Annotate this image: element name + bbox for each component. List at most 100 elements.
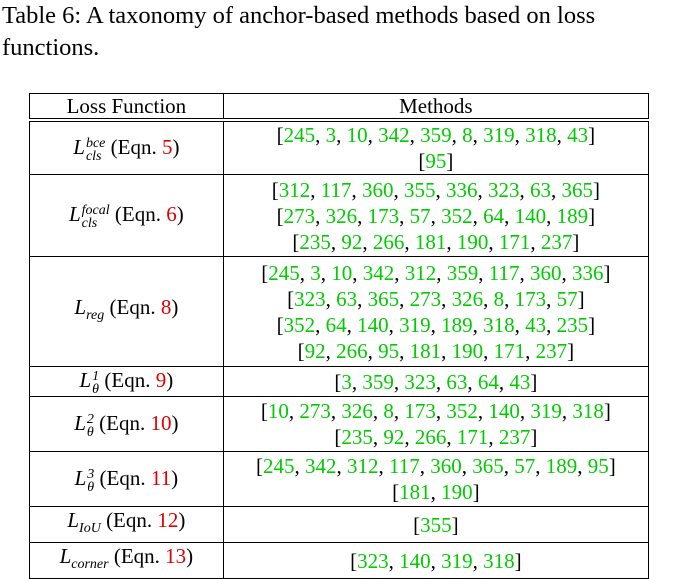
loss-function-cell: Lreg (Eqn. 8)	[29, 256, 224, 367]
loss-symbol-sub: IoU	[79, 521, 101, 537]
citation-ref-link: 10	[267, 399, 289, 423]
citation-ref-link: 3	[341, 369, 352, 394]
loss-symbol-sub: θ	[92, 382, 100, 397]
citation-ref-link: 355	[403, 177, 436, 202]
citation-ref-link: 323	[294, 286, 326, 311]
citation-ref-link: 95	[587, 454, 609, 478]
citation-ref-link: 189	[545, 454, 578, 478]
loss-symbol-scripts: bce cls	[85, 135, 106, 163]
eqn-suffix: )	[176, 202, 184, 226]
citation-line: [235, 92, 266, 171, 237]	[334, 425, 538, 449]
citation-ref-link: 245	[283, 123, 316, 147]
citation-ref-link: 117	[389, 454, 420, 478]
citation-ref-link: 312	[404, 260, 437, 285]
table-caption: Table 6: A taxonomy of anchor-based meth…	[2, 2, 596, 61]
loss-symbol-base: L	[74, 410, 86, 435]
loss-symbol-sup: focal	[81, 203, 110, 218]
citation-ref-link: 92	[341, 229, 363, 254]
loss-symbol: Lcorner	[59, 544, 109, 572]
citation-ref-link: 352	[283, 312, 316, 337]
citation-line: [352, 64, 140, 319, 189, 318, 43, 235]	[276, 312, 596, 337]
citation-ref-link: 237	[535, 338, 568, 363]
citation-ref-link: 189	[441, 312, 473, 337]
citation-ref-link: 57	[409, 203, 431, 228]
loss-function-cell: LIoU (Eqn. 12)	[29, 505, 224, 544]
citation-line: [355]	[413, 512, 459, 537]
citation-ref-link: 3	[310, 260, 321, 285]
citation-ref-link: 171	[493, 338, 526, 363]
citation-ref-link: 319	[399, 312, 431, 337]
methods-cell: [10, 273, 326, 8, 173, 352, 140, 319, 31…	[222, 396, 650, 452]
loss-symbol-base: L	[73, 134, 85, 159]
citation-line: [273, 326, 173, 57, 352, 64, 140, 189]	[276, 203, 596, 228]
eqn-prefix: (Eqn.	[106, 508, 158, 532]
eqn-suffix: )	[171, 294, 179, 319]
eqn-prefix: (Eqn.	[99, 410, 151, 435]
citation-ref-link: 63	[529, 177, 551, 202]
citation-ref-link: 190	[456, 229, 489, 254]
loss-symbol-sub: θ	[86, 424, 94, 440]
citation-line: [10, 273, 326, 8, 173, 352, 140, 319, 31…	[260, 399, 611, 423]
citation-ref-link: 312	[278, 177, 311, 202]
citation-ref-link: 365	[367, 286, 400, 311]
table-row: Lreg (Eqn. 8) [245, 3, 10, 342, 312, 359,…	[29, 256, 650, 367]
header-row: Loss Function Methods	[29, 93, 650, 121]
citation-ref-link: 273	[409, 286, 442, 311]
methods-cell: [245, 3, 10, 342, 359, 8, 319, 318, 43][…	[222, 118, 650, 175]
citation-line: [245, 3, 10, 342, 359, 8, 319, 318, 43]	[276, 123, 596, 147]
eqn-suffix: )	[178, 508, 186, 532]
citation-ref-link: 273	[299, 399, 331, 423]
citation-line: [323, 63, 365, 273, 326, 8, 173, 57]	[287, 286, 585, 311]
loss-symbol-scripts: focal cls	[81, 203, 110, 231]
loss-symbol-base: L	[67, 508, 80, 532]
loss-symbol-sub: cls	[81, 216, 98, 231]
methods-cell: [3, 359, 323, 63, 64, 43]	[222, 366, 650, 397]
methods-cell: [355]	[222, 505, 650, 544]
loss-symbol-base: L	[59, 544, 72, 569]
citation-ref-link: 352	[446, 399, 478, 423]
citation-ref-link: 342	[305, 454, 337, 478]
citation-line: [235, 92, 266, 181, 190, 171, 237]	[292, 229, 580, 254]
citation-ref-link: 365	[561, 177, 593, 202]
eqn-suffix: )	[171, 410, 179, 435]
citation-ref-link: 10	[331, 260, 353, 285]
citation-ref-link: 235	[299, 229, 331, 254]
eqn-ref-link: 9	[155, 368, 167, 392]
citation-ref-link: 318	[572, 399, 604, 423]
citation-ref-link: 235	[341, 425, 373, 449]
citation-ref-link: 237	[498, 425, 531, 449]
methods-cell: [312, 117, 360, 355, 336, 323, 63, 365][…	[222, 174, 650, 257]
citation-ref-link: 245	[268, 260, 300, 285]
citation-ref-link: 365	[472, 454, 504, 478]
eqn-ref-link: 6	[166, 202, 177, 226]
eqn-prefix: (Eqn.	[109, 294, 161, 319]
loss-symbol-base: L	[79, 368, 92, 392]
citation-ref-link: 318	[483, 312, 515, 337]
citation-ref-link: 326	[341, 399, 373, 423]
citation-line: [181, 190]	[392, 480, 480, 504]
eqn-ref-link: 11	[150, 465, 172, 490]
citation-ref-link: 323	[487, 177, 520, 202]
citation-ref-link: 342	[362, 260, 395, 285]
citation-ref-link: 8	[493, 286, 505, 311]
citation-ref-link: 171	[456, 425, 489, 449]
eqn-ref-link: 8	[160, 294, 172, 319]
loss-symbol-sup: bce	[85, 135, 106, 151]
citation-ref-link: 64	[325, 312, 347, 337]
header-methods: Methods	[222, 93, 650, 121]
eqn-ref-link: 13	[165, 544, 187, 569]
citation-ref-link: 323	[404, 369, 436, 394]
citation-ref-link: 266	[414, 425, 447, 449]
citation-ref-link: 336	[445, 177, 478, 202]
